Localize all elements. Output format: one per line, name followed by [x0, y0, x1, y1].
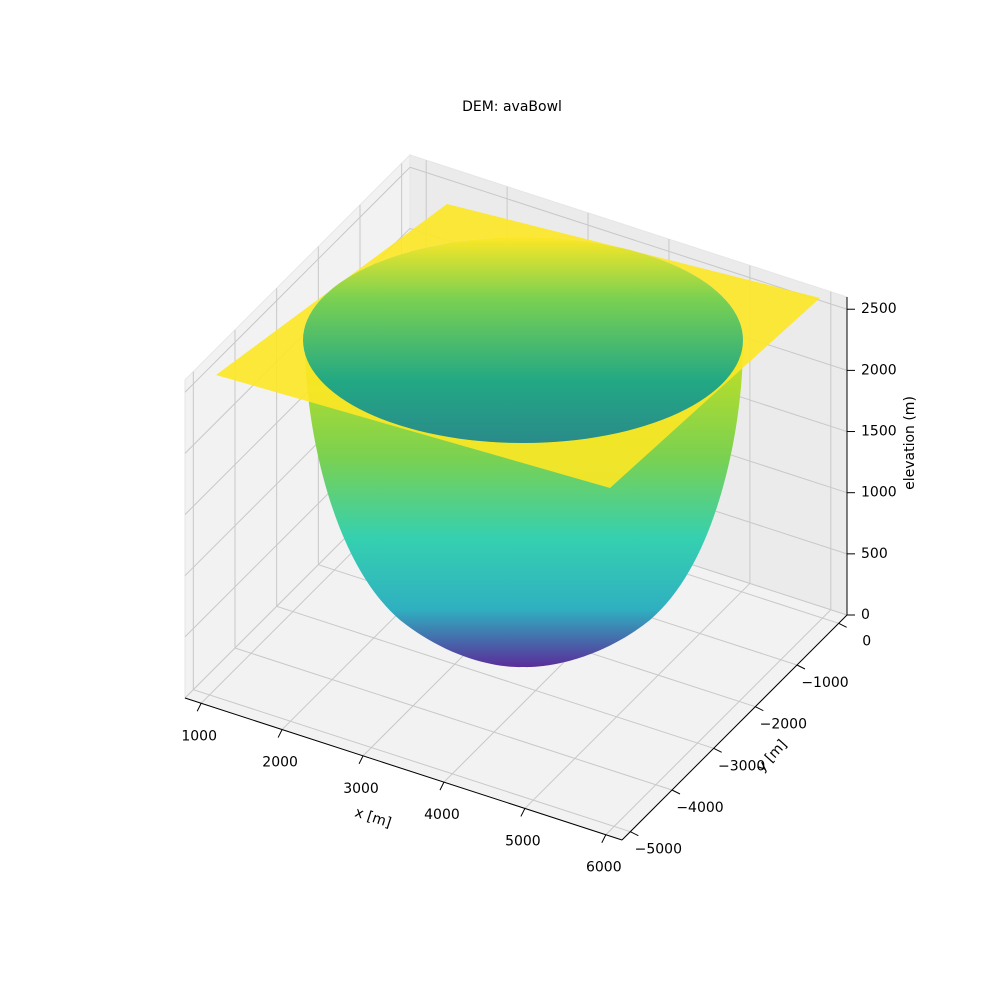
y-tick-label: −4000	[676, 800, 723, 816]
x-axis-line	[184, 697, 623, 841]
y-axis-line	[621, 614, 848, 841]
grid-line	[193, 689, 631, 833]
z-axis-label: elevation (m)	[902, 396, 918, 490]
tick-mark	[838, 622, 847, 628]
y-tick-label: 0	[862, 633, 871, 649]
z-tick-label: 1000	[861, 485, 897, 501]
axes: 100020003000400050006000−5000−4000−3000−…	[181, 297, 897, 876]
bowl-inner	[303, 237, 743, 443]
y-tick-label: −2000	[760, 717, 807, 733]
tick-mark	[630, 831, 639, 837]
x-tick-label: 1000	[181, 728, 217, 744]
tick-mark	[439, 781, 445, 791]
tick-mark	[755, 706, 764, 712]
x-tick-label: 3000	[343, 781, 379, 797]
surface	[216, 204, 820, 668]
y-axis-label: y [m]	[754, 737, 791, 775]
tick-mark	[520, 808, 526, 817]
grid-line	[184, 166, 411, 393]
plateau	[216, 204, 820, 488]
tick-mark	[601, 834, 607, 843]
grid-line	[276, 605, 714, 749]
tick-mark	[277, 729, 283, 738]
y-tick-label: −5000	[635, 842, 682, 858]
chart-title: DEM: avaBowl	[462, 99, 562, 115]
grid-line	[409, 166, 848, 310]
z-tick-label: 2000	[861, 362, 897, 378]
x-tick-label: 6000	[586, 860, 622, 876]
z-tick-label: 0	[861, 607, 870, 623]
x-tick-label: 2000	[262, 755, 298, 771]
grid-line	[605, 609, 832, 836]
grid-line	[524, 583, 751, 809]
z-tick-label: 500	[861, 546, 888, 562]
y-tick-label: −1000	[801, 675, 848, 691]
x-axis-label: x [m]	[353, 805, 393, 832]
z-tick-label: 1500	[861, 424, 897, 440]
tick-mark	[713, 747, 722, 753]
z-tick-label: 2500	[861, 301, 897, 317]
tick-mark	[796, 664, 806, 670]
x-tick-label: 5000	[505, 833, 541, 849]
tick-mark	[196, 703, 202, 712]
grid-line	[234, 647, 673, 791]
y-tick-label: −3000	[718, 758, 765, 774]
x-tick-label: 4000	[424, 807, 460, 823]
tick-mark	[358, 755, 364, 765]
tick-mark	[671, 789, 681, 795]
